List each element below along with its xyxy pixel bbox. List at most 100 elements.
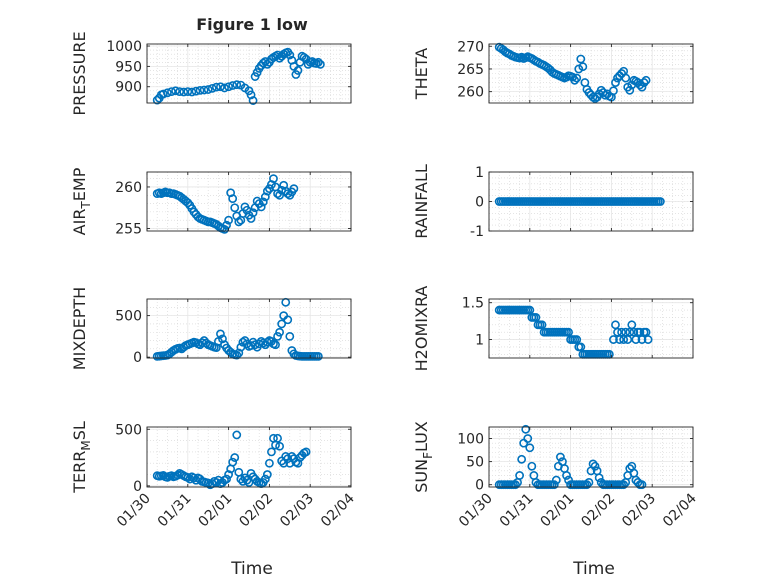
subplot-mixdepth: 0 500 MIXDEPTH	[70, 287, 352, 370]
data-point	[523, 434, 533, 443]
axes-box	[488, 298, 694, 359]
y-tick-label: 1000	[106, 39, 142, 55]
subplot-rainfall: -1 0 1 RAINFALL	[412, 164, 694, 240]
y-axis-label-subscript: M	[79, 440, 93, 450]
x-tick-label: 02/02	[236, 491, 276, 531]
y-axis-label: THETA	[412, 48, 431, 100]
data-point	[584, 477, 594, 487]
data-point	[511, 480, 520, 490]
data-point	[248, 208, 258, 218]
data-point	[273, 433, 282, 443]
y-tick-label: 500	[115, 422, 142, 438]
data-point	[275, 190, 284, 200]
y-axis-label-main: PRESSURE	[70, 31, 89, 115]
data-point	[299, 53, 309, 62]
data-point	[576, 54, 586, 64]
y-tick-label: -1	[470, 224, 484, 240]
data-point	[258, 58, 268, 68]
data-point	[228, 457, 238, 467]
data-point	[234, 217, 244, 227]
data-point	[289, 184, 299, 194]
data-point	[287, 452, 297, 461]
data-point	[281, 452, 291, 461]
data-point	[637, 480, 647, 490]
y-axis-label: PRESSURE	[70, 31, 89, 115]
data-point	[578, 62, 588, 72]
y-tick-label: 270	[457, 39, 484, 55]
y-axis-label-main: TERR	[70, 451, 89, 494]
data-point	[590, 461, 600, 471]
y-tick-label: 260	[457, 85, 484, 101]
data-point	[641, 75, 651, 85]
data-point	[525, 443, 535, 453]
data-point	[185, 474, 195, 484]
y-axis-label-main: H2OMIXRA	[412, 286, 431, 372]
subplot-sunlux: 0 50 100 SUNFLUX 01/30 01/31 02/01 02/02 02/03 02…	[412, 421, 700, 530]
data-point	[189, 473, 199, 483]
data-point	[285, 50, 295, 60]
y-axis-label-tail: SL	[70, 421, 89, 440]
data-point	[222, 474, 231, 484]
data-point	[191, 86, 201, 96]
data-point	[301, 447, 311, 457]
y-tick-label: 1.5	[462, 296, 484, 312]
data-point	[175, 87, 185, 97]
data-point	[152, 95, 162, 105]
data-point	[232, 80, 242, 90]
x-tick-label: 02/03	[619, 491, 659, 531]
y-axis-label-tail: EMP	[70, 167, 89, 201]
data-point	[313, 351, 323, 361]
data-point	[207, 83, 217, 93]
subplot-airemp: 255 260 AIRTEMP	[70, 167, 352, 238]
y-tick-label: 500	[115, 309, 142, 325]
data-point	[203, 85, 213, 94]
data-point	[216, 329, 225, 339]
data-point	[570, 75, 580, 85]
data-point	[220, 83, 229, 93]
data-point	[248, 96, 258, 105]
data-point	[256, 202, 266, 212]
x-tick-label: 02/04	[318, 490, 358, 530]
data-point	[277, 319, 287, 329]
axes-box	[488, 426, 694, 488]
y-axis-label-main: MIXDEPTH	[70, 287, 89, 370]
y-axis-label-tail: LUX	[412, 421, 431, 452]
data-point	[187, 87, 197, 97]
data-point	[246, 90, 256, 100]
data-point	[609, 335, 618, 344]
x-axis-label-left: Time	[230, 559, 273, 579]
x-tick-label: 01/31	[497, 491, 537, 531]
y-axis-label-main: THETA	[412, 48, 431, 100]
data-point	[275, 441, 284, 451]
y-tick-label: 0	[133, 350, 142, 366]
y-tick-label: 0	[133, 479, 142, 495]
y-tick-label: 1	[475, 333, 484, 349]
data-point	[527, 461, 537, 471]
y-axis-label-main: AIR	[70, 209, 89, 236]
data-point	[556, 452, 565, 462]
y-tick-label: 260	[115, 180, 142, 196]
data-point	[283, 189, 293, 199]
subplot-theta: 260 265 270 THETA	[412, 39, 694, 104]
data-point	[262, 59, 272, 69]
data-point	[211, 82, 221, 92]
data-point	[224, 82, 233, 92]
data-point	[655, 197, 665, 206]
data-point	[643, 335, 653, 344]
y-axis-label: TERRMSL	[70, 421, 93, 494]
data-point	[582, 480, 592, 490]
y-tick-label: 0	[475, 478, 484, 494]
subplot-pressure: 900 950 1000 PRESSURE	[70, 31, 352, 116]
data-point	[271, 340, 280, 350]
data-point	[222, 220, 231, 230]
x-tick-label: 01/31	[155, 491, 195, 531]
data-point	[269, 174, 278, 184]
data-point	[273, 331, 282, 341]
data-point	[588, 459, 598, 469]
data-point	[232, 430, 242, 440]
x-tick-label: 01/30	[114, 491, 154, 531]
y-axis-label: RAINFALL	[412, 164, 431, 239]
x-tick-label: 02/03	[277, 491, 317, 531]
